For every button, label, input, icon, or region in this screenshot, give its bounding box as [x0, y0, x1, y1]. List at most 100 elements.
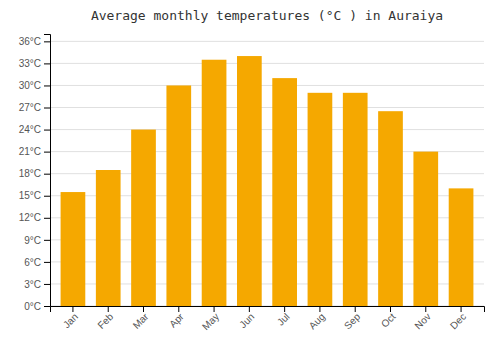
bar: [166, 85, 191, 306]
y-tick-mark: [44, 85, 50, 86]
x-tick-label: May: [200, 311, 221, 332]
y-tick: 21°C: [19, 146, 50, 157]
x-tick-label: Sep: [342, 311, 363, 332]
x-tick: Nov: [412, 306, 432, 331]
x-tick-mark: [461, 306, 462, 312]
x-tick-mark: [214, 306, 215, 312]
y-tick-mark: [44, 240, 50, 241]
title: Average monthly temperatures (°C ) in Au…: [91, 8, 443, 23]
bar: [272, 78, 297, 306]
y-tick: 24°C: [19, 124, 50, 135]
x-axis: Jan Feb Mar Apr May Jun Jul Aug Sep Oct Nov Dec: [51, 306, 485, 332]
x-tick: Jun: [237, 306, 256, 330]
y-tick-mark: [44, 306, 50, 307]
y-tick-mark: [44, 218, 50, 219]
y-tick-label: 33°C: [19, 58, 41, 69]
y-tick: 3°C: [24, 279, 50, 290]
bar: [308, 93, 333, 306]
y-tick-label: 18°C: [19, 168, 41, 179]
y-tick: 9°C: [24, 235, 50, 246]
x-tick-label: Oct: [379, 311, 398, 330]
bar: [343, 93, 368, 306]
x-tick-mark: [108, 306, 109, 312]
x-tick: Apr: [167, 306, 186, 330]
x-tick-label: Aug: [307, 311, 327, 331]
y-tick-label: 3°C: [24, 279, 41, 290]
y-tick: 36°C: [19, 36, 50, 47]
y-tick-mark: [44, 196, 50, 197]
y-tick-mark: [44, 152, 50, 153]
y-tick: 30°C: [19, 80, 50, 91]
y-tick: 27°C: [19, 102, 50, 113]
y-tick-mark: [44, 130, 50, 131]
plot-area: Jan Feb Mar Apr May Jun Jul Aug Sep Oct Nov Dec 0°C 3…: [19, 35, 485, 333]
grid-line: [50, 85, 484, 86]
x-tick: Feb: [95, 306, 115, 331]
x-tick-mark: [355, 306, 356, 312]
bar: [61, 192, 86, 306]
x-tick-label: Feb: [95, 311, 115, 331]
x-tick-mark: [319, 306, 320, 312]
grid-line: [50, 41, 484, 42]
y-tick-label: 27°C: [19, 102, 41, 113]
x-tick-mark: [249, 306, 250, 312]
bar: [378, 111, 403, 306]
x-tick-mark: [390, 306, 391, 312]
x-tick: Mar: [131, 306, 151, 331]
y-tick-label: 36°C: [19, 36, 41, 47]
x-tick: Sep: [342, 306, 363, 331]
chart: Jan Feb Mar Apr May Jun Jul Aug Sep Oct Nov Dec 0°C 3…: [0, 0, 500, 350]
x-tick-mark: [425, 306, 426, 312]
y-tick-mark: [44, 284, 50, 285]
bar: [237, 56, 262, 306]
x-tick-mark: [178, 306, 179, 312]
y-tick-mark: [44, 41, 50, 42]
y-tick-mark: [44, 174, 50, 175]
y-tick-label: 24°C: [19, 124, 41, 135]
bars: [61, 56, 474, 306]
x-tick-mark: [143, 306, 144, 312]
y-tick-label: 30°C: [19, 80, 41, 91]
x-tick-label: Jul: [275, 311, 292, 328]
y-axis: 0°C 3°C 6°C 9°C 12°C 15°C 18°C 21°C 24°C 27°C 30°C…: [19, 35, 51, 312]
grid-line: [50, 107, 484, 108]
x-tick: Jan: [61, 306, 80, 330]
y-tick: 33°C: [19, 58, 50, 69]
x-tick-mark: [284, 306, 285, 312]
x-tick-mark: [72, 306, 73, 312]
x-tick-label: Jan: [61, 311, 80, 330]
grid-line: [50, 129, 484, 130]
x-tick: Dec: [448, 306, 468, 331]
x-tick: Jul: [275, 306, 292, 328]
x-tick-label: Dec: [448, 311, 468, 331]
bar: [449, 188, 474, 306]
grid-line: [50, 63, 484, 64]
y-tick-label: 15°C: [19, 190, 41, 201]
y-tick-label: 0°C: [24, 301, 41, 312]
y-tick-label: 9°C: [24, 235, 41, 246]
grid: [50, 41, 484, 306]
x-tick-label: Nov: [412, 311, 432, 331]
y-tick-label: 6°C: [24, 257, 41, 268]
y-tick: 0°C: [24, 301, 50, 312]
bar: [202, 60, 227, 306]
x-axis-line: [51, 307, 485, 313]
y-tick-mark: [44, 108, 50, 109]
y-tick: 6°C: [24, 257, 50, 268]
x-tick-label: Jun: [237, 311, 256, 330]
y-tick: 18°C: [19, 168, 50, 179]
y-tick: 15°C: [19, 190, 50, 201]
y-tick: 12°C: [19, 212, 50, 223]
x-tick-label: Apr: [167, 310, 186, 329]
bar: [96, 170, 121, 306]
y-tick-label: 12°C: [19, 212, 41, 223]
y-tick-label: 21°C: [19, 146, 41, 157]
bar: [413, 152, 438, 306]
y-tick-mark: [44, 63, 50, 64]
y-tick-mark: [44, 262, 50, 263]
x-tick: May: [200, 306, 221, 332]
y-axis-line: [44, 35, 51, 307]
x-tick: Oct: [379, 306, 398, 330]
x-tick-label: Mar: [131, 310, 151, 330]
bar: [131, 130, 156, 306]
